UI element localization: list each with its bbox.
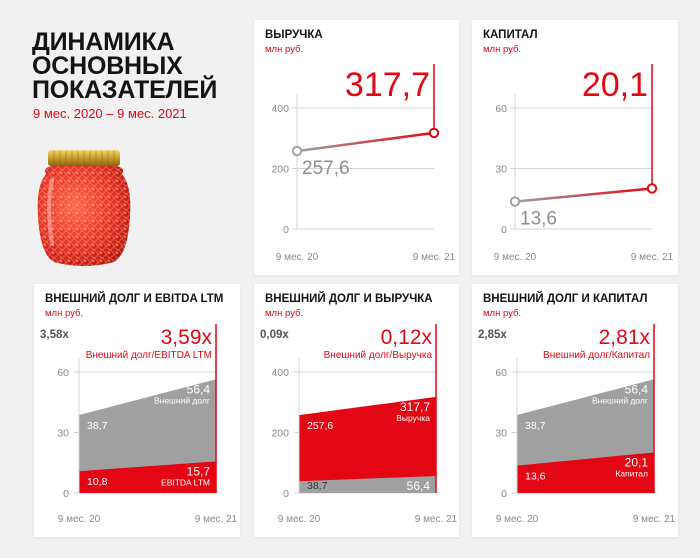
data-point: [428, 127, 440, 139]
y-tick-label: 30: [495, 164, 507, 176]
chart-unit: млн руб.: [483, 308, 522, 319]
y-tick-label: 0: [501, 224, 507, 236]
red-caviar-jar-icon: [37, 150, 131, 266]
data-point: [646, 183, 658, 194]
chart-unit: млн руб.: [45, 308, 84, 319]
data-label: 13,6: [525, 471, 546, 483]
x-tick-label: 9 мес. 20: [496, 514, 539, 525]
y-tick-label: 0: [283, 488, 289, 500]
chart-title: ВНЕШНИЙ ДОЛГ И КАПИТАЛ: [483, 293, 648, 305]
data-label: 20,1: [625, 455, 649, 469]
data-label: 317,7: [400, 400, 430, 414]
y-tick-label: 30: [495, 428, 507, 440]
series-name-label: Внешний долг: [374, 492, 430, 502]
ratio-end-label: 0,12x: [381, 326, 433, 349]
revenue-chart: 0 200 400 9 мес. 20 9 мес. 21 257,6 317,7: [271, 64, 456, 263]
page-title: ДИНАМИКА ОСНОВНЫХ ПОКАЗАТЕЛЕЙ: [32, 28, 218, 104]
y-tick-label: 200: [271, 428, 289, 440]
data-label: 13,6: [520, 209, 557, 230]
ratio-end-label: 2,81x: [599, 326, 651, 349]
y-tick-label: 0: [283, 224, 289, 236]
data-label: 20,1: [582, 66, 648, 104]
ratio-label: Внешний долг/Выручка: [324, 350, 433, 361]
series-name-label: Внешний долг: [154, 395, 210, 405]
y-tick-label: 200: [271, 164, 289, 176]
data-label: 38,7: [307, 480, 328, 492]
y-tick-label: 400: [271, 103, 289, 115]
ratio-end-label: 3,59x: [161, 326, 213, 349]
series-name-label: Капитал: [615, 468, 648, 478]
area-series: [299, 475, 436, 493]
ratio-start-label: 2,85x: [478, 329, 507, 341]
page-title-line: ПОКАЗАТЕЛЕЙ: [32, 76, 218, 104]
chart-title: ВЫРУЧКА: [265, 29, 323, 41]
x-tick-label: 9 мес. 21: [195, 514, 238, 525]
period-label: 9 мес. 2020 – 9 мес. 2021: [33, 106, 187, 121]
area-series: [299, 396, 436, 493]
page-title-line: ОСНОВНЫХ: [32, 52, 183, 80]
data-label: 56,4: [625, 382, 649, 396]
series-name-label: Внешний долг: [592, 395, 648, 405]
series-name-label: Выручка: [396, 413, 430, 423]
series-line: [296, 131, 435, 153]
data-point: [291, 145, 303, 157]
debt-equity-card: ВНЕШНИЙ ДОЛГ И КАПИТАЛ млн руб. 0 30 60 9 м…: [472, 284, 678, 537]
area-series: [517, 452, 654, 493]
page-title-line: ДИНАМИКА: [32, 28, 175, 56]
x-tick-label: 9 мес. 21: [633, 514, 676, 525]
chart-unit: млн руб.: [265, 308, 304, 319]
y-tick-label: 60: [57, 367, 69, 379]
chart-unit: млн руб.: [265, 44, 304, 55]
data-label: 317,7: [345, 66, 430, 104]
equity-chart: 0 30 60 9 мес. 20 9 мес. 21 13,6 20,1: [494, 64, 674, 263]
ratio-start-label: 0,09x: [260, 329, 289, 341]
debt-ebitda-card: ВНЕШНИЙ ДОЛГ И EBITDA LTM млн руб. 0 30 60…: [34, 284, 240, 537]
data-label: 15,7: [187, 464, 211, 478]
x-tick-label: 9 мес. 20: [494, 252, 537, 263]
data-label: 257,6: [302, 158, 350, 179]
debt-revenue-chart: 0 200 400 9 мес. 20 9 мес. 21 257,6 317,7Выруч…: [260, 324, 458, 525]
equity-card: КАПИТАЛ млн руб. 0 30 60 9 мес. 20 9 мес. 21…: [472, 20, 678, 275]
revenue-card: ВЫРУЧКА млн руб. 0 200 400 9 мес. 20 9 мес. …: [254, 20, 459, 275]
data-label: 56,4: [407, 479, 431, 493]
y-tick-label: 400: [271, 367, 289, 379]
x-tick-label: 9 мес. 20: [276, 252, 319, 263]
y-tick-label: 30: [57, 428, 69, 440]
chart-unit: млн руб.: [483, 44, 522, 55]
y-tick-label: 0: [501, 488, 507, 500]
data-label: 257,6: [307, 420, 333, 432]
chart-title: КАПИТАЛ: [483, 29, 538, 41]
data-label: 38,7: [87, 420, 108, 432]
x-tick-label: 9 мес. 21: [415, 514, 458, 525]
debt-revenue-card: ВНЕШНИЙ ДОЛГ И ВЫРУЧКА млн руб. 0 200 400 9…: [254, 284, 459, 537]
data-point: [509, 196, 521, 207]
series-line: [514, 187, 653, 203]
ratio-label: Внешний долг/Капитал: [543, 350, 650, 361]
area-series: [79, 461, 216, 493]
x-tick-label: 9 мес. 20: [58, 514, 101, 525]
y-tick-label: 60: [495, 367, 507, 379]
data-label: 56,4: [187, 382, 211, 396]
x-tick-label: 9 мес. 21: [631, 252, 674, 263]
series-name-label: EBITDA LTM: [161, 477, 210, 487]
ratio-start-label: 3,58x: [40, 329, 69, 341]
y-tick-label: 60: [495, 103, 507, 115]
y-tick-label: 0: [63, 488, 69, 500]
data-label: 38,7: [525, 420, 546, 432]
x-tick-label: 9 мес. 21: [413, 252, 456, 263]
chart-title: ВНЕШНИЙ ДОЛГ И ВЫРУЧКА: [265, 293, 433, 305]
chart-title: ВНЕШНИЙ ДОЛГ И EBITDA LTM: [45, 293, 224, 305]
data-label: 10,8: [87, 476, 108, 488]
x-tick-label: 9 мес. 20: [278, 514, 321, 525]
ratio-label: Внешний долг/EBITDA LTM: [86, 350, 212, 361]
